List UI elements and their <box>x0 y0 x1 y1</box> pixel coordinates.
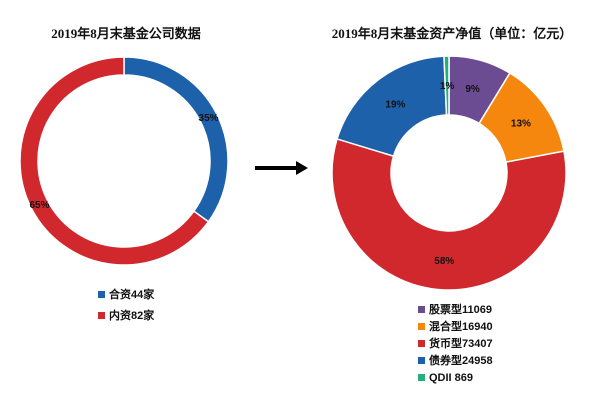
slice-percent-label: 35% <box>199 113 219 124</box>
asset-chart: 2019年8月末基金资产净值（单位：亿元） 9% 13% 58% 19% 1% 股票型1… <box>331 26 573 384</box>
slice-percent-label: 19% <box>385 99 405 110</box>
legend-swatch <box>418 323 425 330</box>
legend-swatch <box>98 291 105 298</box>
donut-slice <box>123 56 229 223</box>
legend-label: 内资82家 <box>109 308 155 322</box>
transition-arrow <box>255 161 308 175</box>
donut-slice <box>19 56 210 266</box>
company-chart-title: 2019年8月末基金公司数据 <box>51 26 201 41</box>
legend-swatch <box>418 340 425 347</box>
legend-label: QDII 869 <box>429 372 473 384</box>
arrow-head <box>296 161 308 175</box>
legend-swatch <box>418 357 425 364</box>
asset-donut: 9% 13% 58% 19% 1% <box>331 55 567 291</box>
company-donut: 35% 65% <box>19 56 229 266</box>
legend-label: 混合型16940 <box>429 319 493 333</box>
asset-chart-title: 2019年8月末基金资产净值（单位：亿元） <box>332 26 573 41</box>
donut-slice <box>443 55 450 116</box>
asset-legend: 股票型11069 混合型16940 货币型73407 债券型24958 QDII 869 <box>418 302 493 384</box>
slice-percent-label: 9% <box>465 84 480 95</box>
slice-percent-label: 65% <box>29 200 49 211</box>
legend-label: 货币型73407 <box>428 336 493 350</box>
slice-percent-label: 13% <box>511 119 531 130</box>
legend-swatch <box>418 374 425 381</box>
legend-swatch <box>98 312 105 319</box>
legend-label: 合资44家 <box>109 287 155 301</box>
slice-percent-label: 1% <box>440 81 455 92</box>
legend-swatch <box>418 306 425 313</box>
slice-percent-label: 58% <box>434 256 454 267</box>
donut-slice <box>331 137 567 291</box>
legend-label: 债券型24958 <box>429 353 493 367</box>
legend-label: 股票型11069 <box>429 302 492 316</box>
